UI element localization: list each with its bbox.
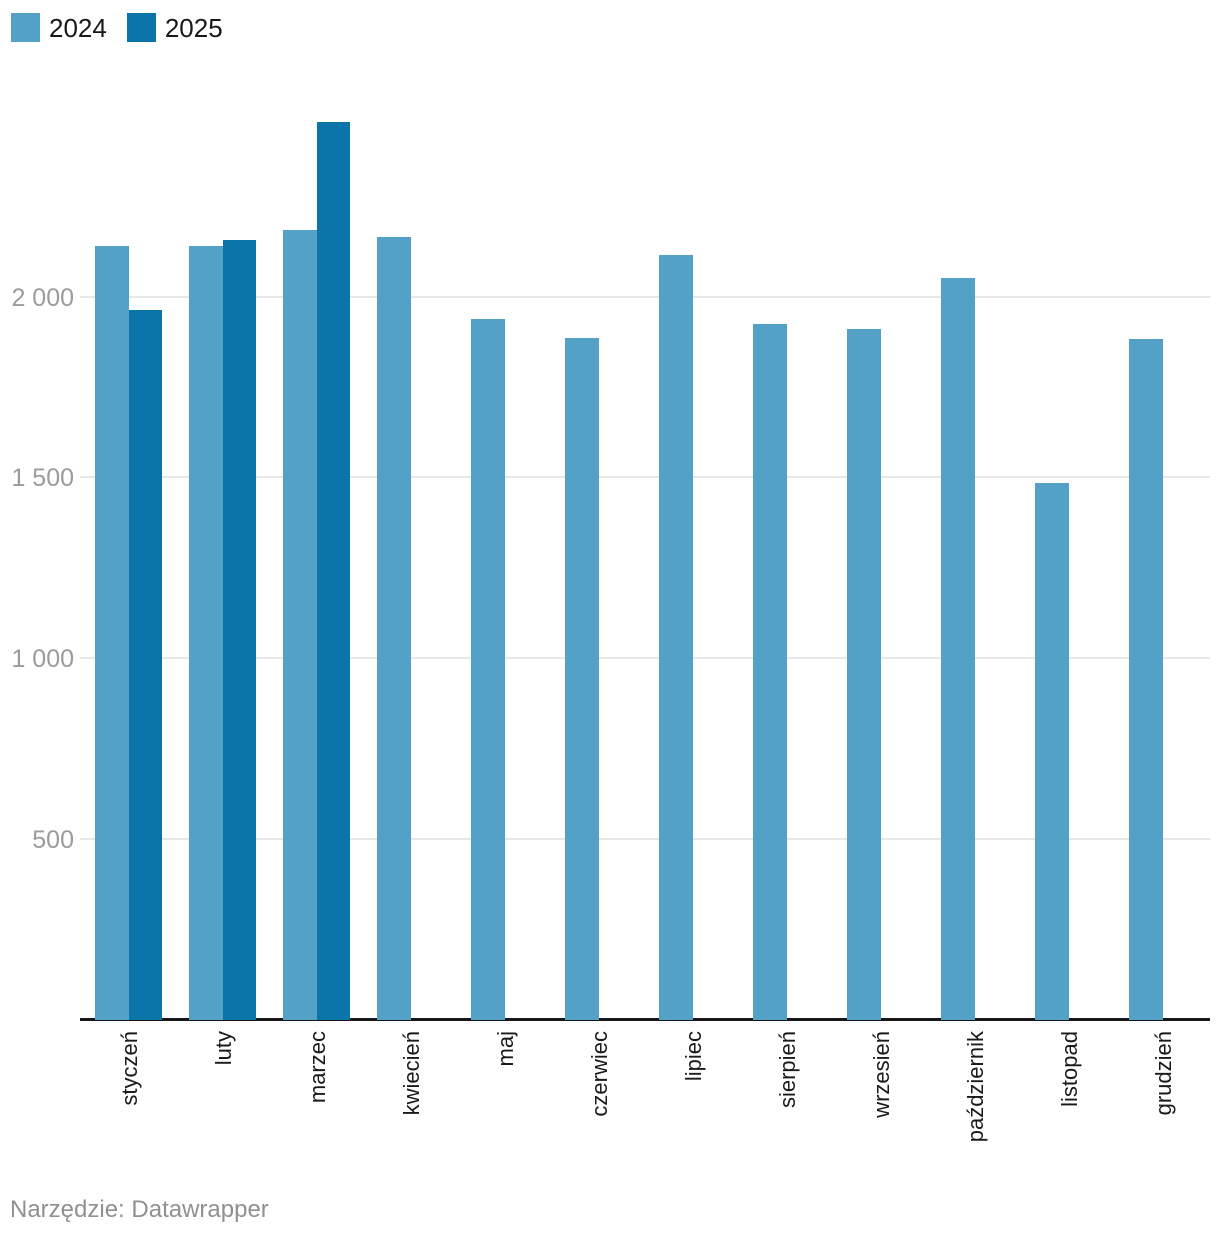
- gridline-500: [80, 838, 1210, 841]
- x-axis-tick-label: wrzesień: [869, 1031, 894, 1118]
- x-axis-tick-label: luty: [211, 1031, 236, 1066]
- x-axis-tick-label: październik: [963, 1031, 988, 1143]
- bar-2024-m6[interactable]: [565, 337, 599, 1020]
- bar-2024-m2[interactable]: [189, 245, 223, 1020]
- x-axis-tick-label: maj: [493, 1031, 518, 1067]
- bar-2025-m3[interactable]: [317, 122, 350, 1020]
- bar-2024-m4[interactable]: [377, 236, 411, 1020]
- bar-2024-m12[interactable]: [1129, 339, 1163, 1020]
- footer-attribution: Narzędzie: Datawrapper: [10, 1196, 269, 1223]
- x-axis-tick-label: listopad: [1057, 1031, 1082, 1107]
- bar-2024-m3[interactable]: [283, 229, 317, 1020]
- x-axis-tick-label: kwiecień: [399, 1031, 424, 1116]
- legend-item-2025: 2025: [126, 12, 223, 43]
- x-axis-tick-label: czerwiec: [587, 1031, 612, 1117]
- bar-2024-m7[interactable]: [659, 254, 693, 1020]
- bar-2024-m11[interactable]: [1035, 483, 1069, 1020]
- legend-swatch-icon: [11, 13, 40, 42]
- x-axis-tick-label: lipiec: [681, 1031, 706, 1082]
- bar-chart: 500 1 000 1 500 2 000 styczeń luty marzec kwiec…: [11, 122, 1210, 1143]
- bar-2024-m10[interactable]: [941, 278, 975, 1020]
- x-axis-tick-label: styczeń: [117, 1031, 142, 1106]
- legend-item-2024: 2024: [11, 13, 107, 42]
- gridline-1500: [80, 476, 1210, 479]
- y-axis-tick-label: 1 500: [11, 464, 74, 493]
- x-axis-tick-label: marzec: [305, 1031, 330, 1104]
- x-axis-tick-label: grudzień: [1151, 1031, 1176, 1116]
- x-axis-baseline: [80, 1018, 1210, 1021]
- legend: 2024 2025: [11, 13, 223, 42]
- y-axis-tick-label: 500: [32, 826, 74, 855]
- bar-2025-m1[interactable]: [129, 309, 162, 1020]
- gridline-2000: [80, 295, 1210, 298]
- y-axis-tick-label: 1 000: [11, 645, 74, 674]
- bar-2024-m5[interactable]: [471, 318, 505, 1020]
- legend-label: 2025: [164, 12, 223, 43]
- gridline-1000: [80, 657, 1210, 660]
- bar-2024-m1[interactable]: [95, 245, 129, 1020]
- y-axis-tick-label: 2 000: [11, 283, 74, 312]
- bar-2024-m9[interactable]: [847, 328, 881, 1020]
- x-axis-tick-label: sierpień: [775, 1031, 800, 1109]
- legend-label: 2024: [49, 12, 107, 43]
- legend-swatch-icon: [126, 13, 156, 42]
- bar-2024-m8[interactable]: [753, 323, 787, 1020]
- bar-2025-m2[interactable]: [223, 240, 256, 1020]
